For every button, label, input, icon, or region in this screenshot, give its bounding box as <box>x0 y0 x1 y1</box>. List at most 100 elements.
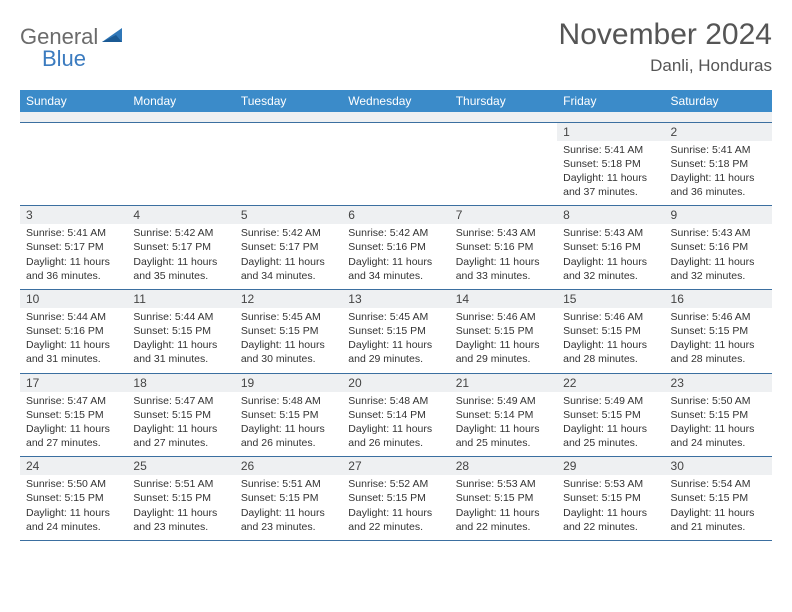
title-block: November 2024 Danli, Honduras <box>559 18 772 76</box>
day-details: Sunrise: 5:46 AMSunset: 5:15 PMDaylight:… <box>450 308 557 373</box>
day-number: 15 <box>557 290 664 308</box>
day-details: Sunrise: 5:53 AMSunset: 5:15 PMDaylight:… <box>557 475 664 540</box>
day-cell: 18Sunrise: 5:47 AMSunset: 5:15 PMDayligh… <box>127 373 234 457</box>
day-cell: 11Sunrise: 5:44 AMSunset: 5:15 PMDayligh… <box>127 289 234 373</box>
day-details: Sunrise: 5:43 AMSunset: 5:16 PMDaylight:… <box>665 224 772 289</box>
week-row: 10Sunrise: 5:44 AMSunset: 5:16 PMDayligh… <box>20 289 772 373</box>
day-number: 9 <box>665 206 772 224</box>
day-details: Sunrise: 5:41 AMSunset: 5:18 PMDaylight:… <box>557 141 664 206</box>
day-number: 26 <box>235 457 342 475</box>
day-cell: 3Sunrise: 5:41 AMSunset: 5:17 PMDaylight… <box>20 206 127 290</box>
day-number: 19 <box>235 374 342 392</box>
day-number: 20 <box>342 374 449 392</box>
day-header-row: SundayMondayTuesdayWednesdayThursdayFrid… <box>20 90 772 112</box>
day-number: 1 <box>557 123 664 141</box>
day-cell: 15Sunrise: 5:46 AMSunset: 5:15 PMDayligh… <box>557 289 664 373</box>
day-cell: 13Sunrise: 5:45 AMSunset: 5:15 PMDayligh… <box>342 289 449 373</box>
day-details: Sunrise: 5:54 AMSunset: 5:15 PMDaylight:… <box>665 475 772 540</box>
day-number: 24 <box>20 457 127 475</box>
day-number: 13 <box>342 290 449 308</box>
day-number: 23 <box>665 374 772 392</box>
day-details: Sunrise: 5:49 AMSunset: 5:15 PMDaylight:… <box>557 392 664 457</box>
day-number: 5 <box>235 206 342 224</box>
day-details: Sunrise: 5:43 AMSunset: 5:16 PMDaylight:… <box>450 224 557 289</box>
day-number: 27 <box>342 457 449 475</box>
day-cell: 8Sunrise: 5:43 AMSunset: 5:16 PMDaylight… <box>557 206 664 290</box>
location-label: Danli, Honduras <box>559 56 772 76</box>
day-details: Sunrise: 5:47 AMSunset: 5:15 PMDaylight:… <box>127 392 234 457</box>
day-details: Sunrise: 5:46 AMSunset: 5:15 PMDaylight:… <box>557 308 664 373</box>
week-row: 1Sunrise: 5:41 AMSunset: 5:18 PMDaylight… <box>20 122 772 206</box>
day-cell <box>450 122 557 206</box>
day-cell: 14Sunrise: 5:46 AMSunset: 5:15 PMDayligh… <box>450 289 557 373</box>
day-cell: 30Sunrise: 5:54 AMSunset: 5:15 PMDayligh… <box>665 457 772 541</box>
week-row: 3Sunrise: 5:41 AMSunset: 5:17 PMDaylight… <box>20 206 772 290</box>
day-cell <box>342 122 449 206</box>
logo-text-blue-wrap: Blue <box>42 46 86 72</box>
day-number: 17 <box>20 374 127 392</box>
day-cell: 25Sunrise: 5:51 AMSunset: 5:15 PMDayligh… <box>127 457 234 541</box>
day-details: Sunrise: 5:52 AMSunset: 5:15 PMDaylight:… <box>342 475 449 540</box>
day-details: Sunrise: 5:48 AMSunset: 5:15 PMDaylight:… <box>235 392 342 457</box>
day-cell: 24Sunrise: 5:50 AMSunset: 5:15 PMDayligh… <box>20 457 127 541</box>
day-number: 3 <box>20 206 127 224</box>
day-cell <box>20 122 127 206</box>
day-number: 28 <box>450 457 557 475</box>
day-number: 6 <box>342 206 449 224</box>
day-cell: 26Sunrise: 5:51 AMSunset: 5:15 PMDayligh… <box>235 457 342 541</box>
day-number: 16 <box>665 290 772 308</box>
day-details: Sunrise: 5:46 AMSunset: 5:15 PMDaylight:… <box>665 308 772 373</box>
day-cell: 1Sunrise: 5:41 AMSunset: 5:18 PMDaylight… <box>557 122 664 206</box>
day-header: Thursday <box>450 90 557 112</box>
day-cell: 23Sunrise: 5:50 AMSunset: 5:15 PMDayligh… <box>665 373 772 457</box>
day-number: 21 <box>450 374 557 392</box>
day-cell: 29Sunrise: 5:53 AMSunset: 5:15 PMDayligh… <box>557 457 664 541</box>
day-details: Sunrise: 5:51 AMSunset: 5:15 PMDaylight:… <box>235 475 342 540</box>
day-details: Sunrise: 5:41 AMSunset: 5:17 PMDaylight:… <box>20 224 127 289</box>
day-details: Sunrise: 5:51 AMSunset: 5:15 PMDaylight:… <box>127 475 234 540</box>
day-details: Sunrise: 5:50 AMSunset: 5:15 PMDaylight:… <box>20 475 127 540</box>
week-row: 17Sunrise: 5:47 AMSunset: 5:15 PMDayligh… <box>20 373 772 457</box>
day-details: Sunrise: 5:53 AMSunset: 5:15 PMDaylight:… <box>450 475 557 540</box>
month-title: November 2024 <box>559 18 772 52</box>
header: General November 2024 Danli, Honduras <box>20 18 772 76</box>
day-cell: 5Sunrise: 5:42 AMSunset: 5:17 PMDaylight… <box>235 206 342 290</box>
day-header: Monday <box>127 90 234 112</box>
day-cell: 12Sunrise: 5:45 AMSunset: 5:15 PMDayligh… <box>235 289 342 373</box>
day-cell: 7Sunrise: 5:43 AMSunset: 5:16 PMDaylight… <box>450 206 557 290</box>
week-row: 24Sunrise: 5:50 AMSunset: 5:15 PMDayligh… <box>20 457 772 541</box>
day-details: Sunrise: 5:42 AMSunset: 5:17 PMDaylight:… <box>235 224 342 289</box>
day-number: 10 <box>20 290 127 308</box>
day-cell: 9Sunrise: 5:43 AMSunset: 5:16 PMDaylight… <box>665 206 772 290</box>
day-details: Sunrise: 5:43 AMSunset: 5:16 PMDaylight:… <box>557 224 664 289</box>
day-number: 29 <box>557 457 664 475</box>
day-details: Sunrise: 5:49 AMSunset: 5:14 PMDaylight:… <box>450 392 557 457</box>
day-number: 14 <box>450 290 557 308</box>
day-cell <box>127 122 234 206</box>
day-cell: 20Sunrise: 5:48 AMSunset: 5:14 PMDayligh… <box>342 373 449 457</box>
day-cell: 21Sunrise: 5:49 AMSunset: 5:14 PMDayligh… <box>450 373 557 457</box>
day-number: 2 <box>665 123 772 141</box>
day-details: Sunrise: 5:48 AMSunset: 5:14 PMDaylight:… <box>342 392 449 457</box>
day-number: 11 <box>127 290 234 308</box>
day-header: Wednesday <box>342 90 449 112</box>
day-number: 25 <box>127 457 234 475</box>
day-number: 12 <box>235 290 342 308</box>
day-number: 18 <box>127 374 234 392</box>
day-header: Sunday <box>20 90 127 112</box>
day-cell: 4Sunrise: 5:42 AMSunset: 5:17 PMDaylight… <box>127 206 234 290</box>
day-details: Sunrise: 5:44 AMSunset: 5:16 PMDaylight:… <box>20 308 127 373</box>
day-cell: 16Sunrise: 5:46 AMSunset: 5:15 PMDayligh… <box>665 289 772 373</box>
day-cell: 27Sunrise: 5:52 AMSunset: 5:15 PMDayligh… <box>342 457 449 541</box>
day-details: Sunrise: 5:42 AMSunset: 5:16 PMDaylight:… <box>342 224 449 289</box>
logo-text-blue: Blue <box>42 46 86 71</box>
day-cell: 6Sunrise: 5:42 AMSunset: 5:16 PMDaylight… <box>342 206 449 290</box>
spacer-row <box>20 112 772 122</box>
day-cell: 10Sunrise: 5:44 AMSunset: 5:16 PMDayligh… <box>20 289 127 373</box>
day-number: 22 <box>557 374 664 392</box>
day-number: 30 <box>665 457 772 475</box>
day-details: Sunrise: 5:42 AMSunset: 5:17 PMDaylight:… <box>127 224 234 289</box>
day-cell: 2Sunrise: 5:41 AMSunset: 5:18 PMDaylight… <box>665 122 772 206</box>
day-number: 7 <box>450 206 557 224</box>
day-details: Sunrise: 5:44 AMSunset: 5:15 PMDaylight:… <box>127 308 234 373</box>
